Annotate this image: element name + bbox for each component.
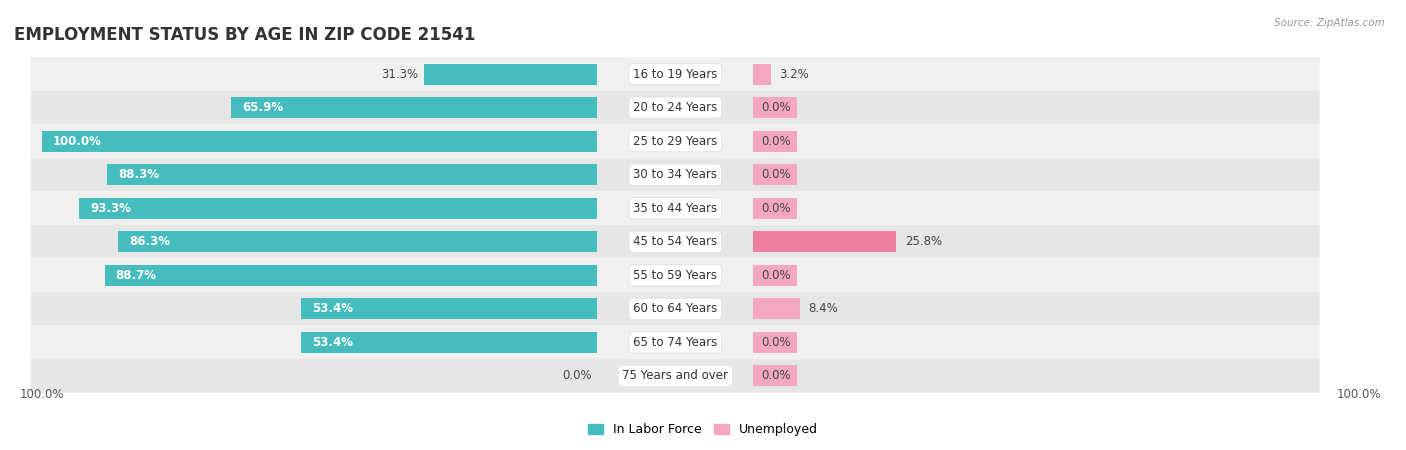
Bar: [301, 298, 598, 319]
Text: 0.0%: 0.0%: [761, 336, 792, 349]
Bar: [301, 332, 598, 353]
Bar: [754, 231, 897, 252]
Bar: [104, 265, 598, 286]
FancyBboxPatch shape: [31, 292, 1320, 326]
Text: 88.7%: 88.7%: [115, 269, 156, 282]
Text: 0.0%: 0.0%: [761, 269, 792, 282]
Text: 93.3%: 93.3%: [90, 202, 131, 215]
Bar: [754, 265, 797, 286]
Bar: [754, 298, 800, 319]
Text: 20 to 24 Years: 20 to 24 Years: [633, 101, 717, 114]
Text: 30 to 34 Years: 30 to 34 Years: [633, 168, 717, 181]
FancyBboxPatch shape: [31, 57, 1320, 91]
FancyBboxPatch shape: [31, 326, 1320, 359]
FancyBboxPatch shape: [31, 225, 1320, 259]
Bar: [754, 64, 770, 85]
Text: 0.0%: 0.0%: [761, 369, 792, 382]
Text: 65.9%: 65.9%: [242, 101, 284, 114]
Text: 0.0%: 0.0%: [761, 202, 792, 215]
Bar: [107, 164, 598, 185]
Text: 45 to 54 Years: 45 to 54 Years: [633, 235, 717, 248]
Text: 86.3%: 86.3%: [129, 235, 170, 248]
FancyBboxPatch shape: [31, 259, 1320, 292]
Text: Source: ZipAtlas.com: Source: ZipAtlas.com: [1274, 18, 1385, 28]
Bar: [754, 164, 797, 185]
Bar: [754, 332, 797, 353]
Bar: [79, 198, 598, 219]
Bar: [754, 365, 797, 386]
FancyBboxPatch shape: [31, 191, 1320, 225]
Text: 16 to 19 Years: 16 to 19 Years: [633, 68, 717, 81]
Text: 3.2%: 3.2%: [779, 68, 808, 81]
Text: 0.0%: 0.0%: [761, 101, 792, 114]
Text: 75 Years and over: 75 Years and over: [623, 369, 728, 382]
FancyBboxPatch shape: [31, 158, 1320, 191]
Text: 0.0%: 0.0%: [562, 369, 592, 382]
Text: 100.0%: 100.0%: [20, 388, 65, 401]
Bar: [754, 131, 797, 152]
FancyBboxPatch shape: [31, 124, 1320, 158]
Bar: [423, 64, 598, 85]
Bar: [754, 198, 797, 219]
Bar: [118, 231, 598, 252]
Text: 0.0%: 0.0%: [761, 168, 792, 181]
Bar: [232, 97, 598, 118]
FancyBboxPatch shape: [31, 91, 1320, 124]
Legend: In Labor Force, Unemployed: In Labor Force, Unemployed: [583, 418, 823, 441]
Text: 25.8%: 25.8%: [904, 235, 942, 248]
Text: 60 to 64 Years: 60 to 64 Years: [633, 302, 717, 315]
Text: 53.4%: 53.4%: [312, 302, 353, 315]
FancyBboxPatch shape: [31, 359, 1320, 393]
Text: 65 to 74 Years: 65 to 74 Years: [633, 336, 717, 349]
Text: EMPLOYMENT STATUS BY AGE IN ZIP CODE 21541: EMPLOYMENT STATUS BY AGE IN ZIP CODE 215…: [14, 26, 475, 44]
Text: 25 to 29 Years: 25 to 29 Years: [633, 135, 717, 148]
Text: 55 to 59 Years: 55 to 59 Years: [633, 269, 717, 282]
Text: 88.3%: 88.3%: [118, 168, 159, 181]
Bar: [42, 131, 598, 152]
Text: 8.4%: 8.4%: [808, 302, 838, 315]
Text: 100.0%: 100.0%: [53, 135, 101, 148]
Text: 31.3%: 31.3%: [381, 68, 418, 81]
Text: 100.0%: 100.0%: [1336, 388, 1381, 401]
Text: 53.4%: 53.4%: [312, 336, 353, 349]
Text: 35 to 44 Years: 35 to 44 Years: [633, 202, 717, 215]
Bar: [754, 97, 797, 118]
Text: 0.0%: 0.0%: [761, 135, 792, 148]
